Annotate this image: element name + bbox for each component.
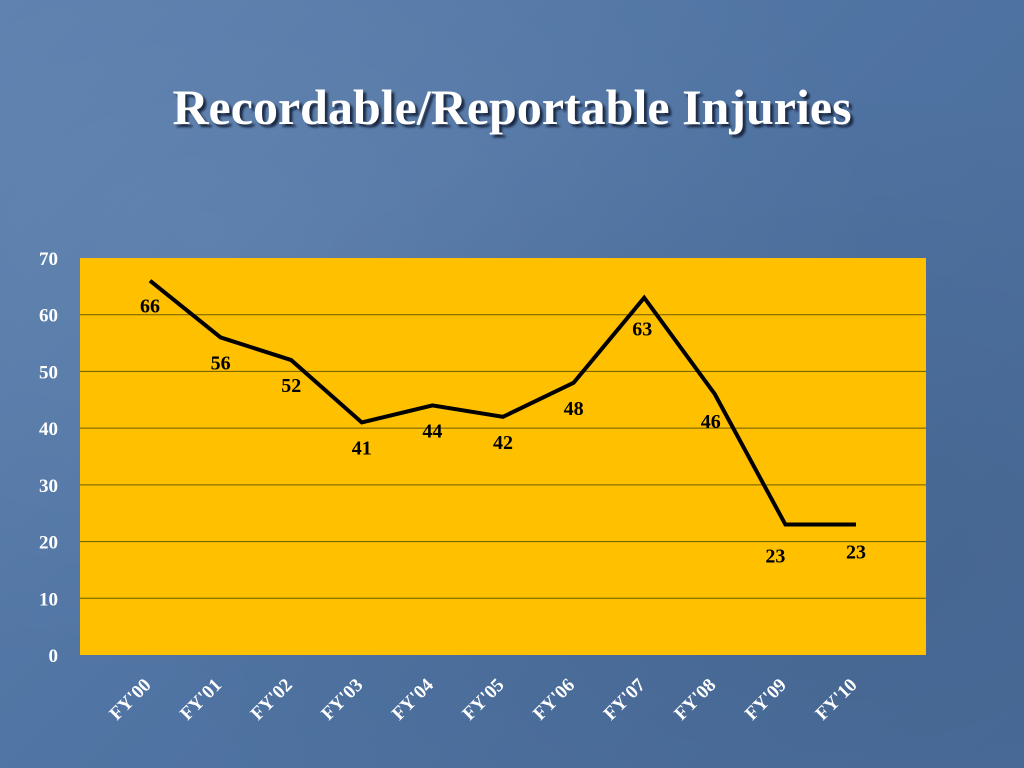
plot-area	[80, 258, 926, 655]
series-line	[148, 279, 856, 527]
data-label: 44	[422, 420, 442, 442]
y-tick-label: 0	[49, 646, 59, 667]
y-tick-label: 60	[39, 306, 58, 327]
x-tick-label: FY'09	[741, 675, 791, 725]
x-tick-label: FY'00	[106, 675, 156, 725]
gridlines	[80, 314, 926, 599]
x-axis-ticks: FY'00 FY'01 FY'02 FY'03 FY'04 FY'05 FY'06 FY'07…	[106, 674, 862, 724]
data-label: 56	[211, 352, 231, 374]
data-label: 23	[846, 542, 866, 564]
y-axis-ticks: 0 10 20 30 40 50 60 70	[39, 249, 58, 667]
y-tick-label: 30	[39, 476, 58, 497]
y-tick-label: 10	[39, 589, 58, 610]
x-tick-label: FY'05	[459, 675, 509, 725]
x-tick-label: FY'06	[529, 675, 579, 725]
x-tick-label: FY'08	[670, 675, 720, 725]
data-label: 63	[632, 319, 652, 341]
data-label: 52	[281, 375, 301, 397]
x-tick-label: FY'07	[600, 674, 650, 724]
x-tick-label: FY'04	[388, 674, 438, 724]
data-labels: 66 56 52 41 44 42 48 63 46 23 23	[140, 296, 866, 568]
x-tick-label: FY'02	[247, 675, 297, 725]
data-label: 46	[701, 411, 721, 433]
y-tick-label: 40	[39, 419, 58, 440]
data-label: 41	[352, 437, 372, 459]
x-tick-label: FY'10	[812, 675, 862, 725]
data-label: 48	[564, 398, 584, 420]
data-label: 66	[140, 296, 160, 318]
x-tick-label: FY'01	[176, 675, 226, 725]
y-tick-label: 70	[39, 249, 58, 270]
slide-title: Recordable/Reportable Injuries	[172, 79, 852, 135]
data-label: 42	[493, 432, 513, 454]
data-label: 23	[765, 546, 785, 568]
y-tick-label: 20	[39, 533, 58, 554]
x-tick-label: FY'03	[317, 675, 367, 725]
y-tick-label: 50	[39, 362, 58, 383]
